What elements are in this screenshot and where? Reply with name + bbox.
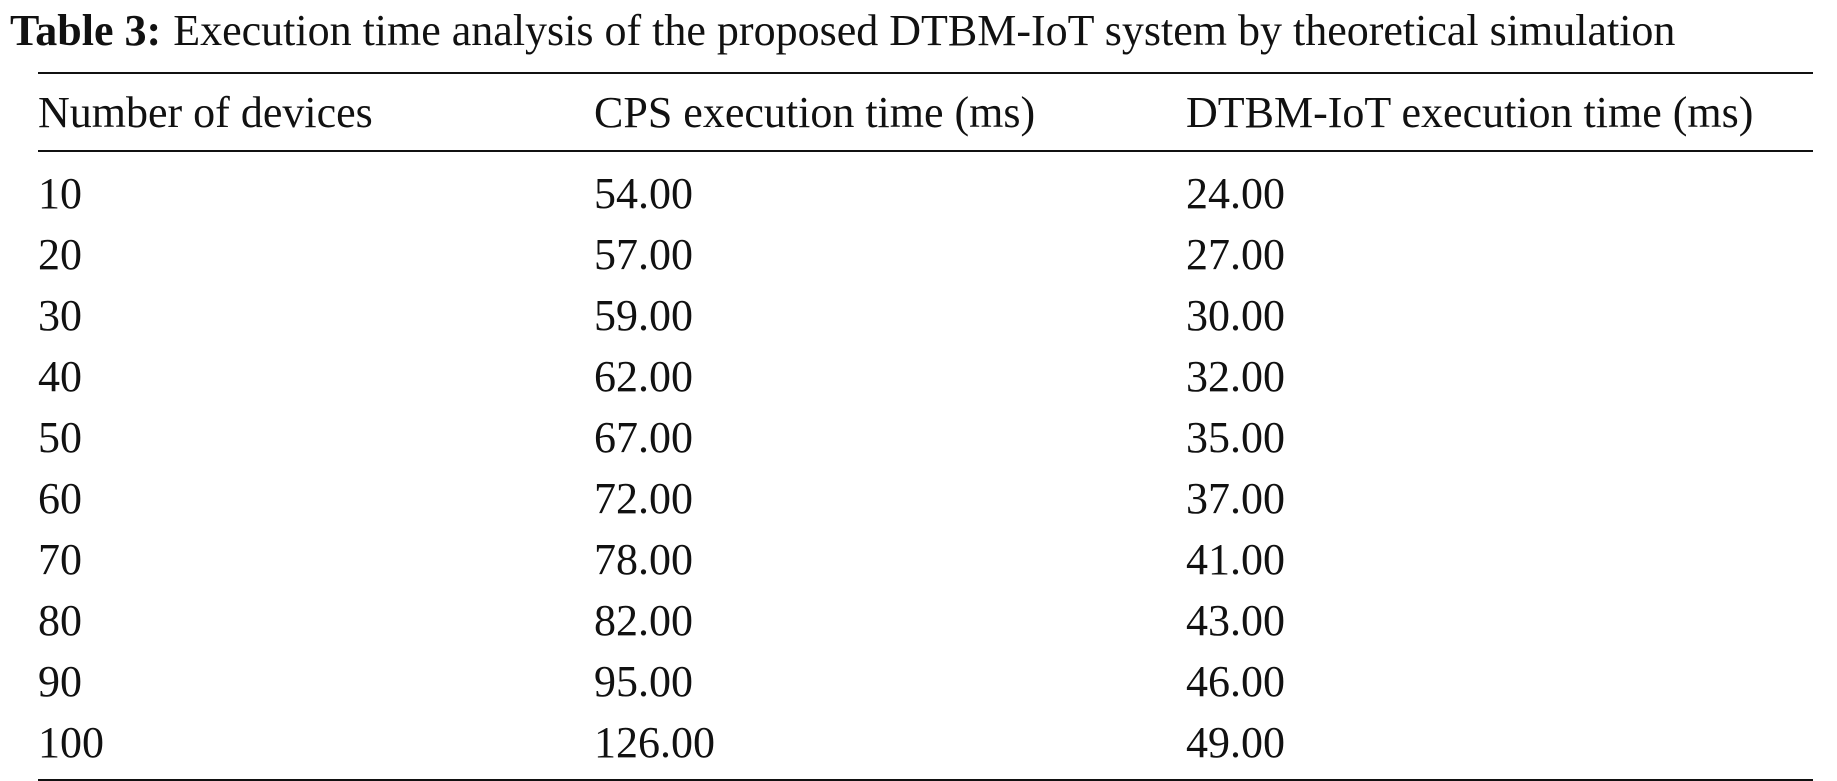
cell-devices: 40: [38, 352, 82, 401]
cell-dtbm-time: 49.00: [1186, 718, 1285, 767]
cell-cps-time: 67.00: [594, 413, 693, 462]
cell-devices: 50: [38, 413, 82, 462]
cell-dtbm-time: 35.00: [1186, 413, 1285, 462]
table-row: 80 82.00 43.00: [38, 590, 1813, 651]
cell-devices: 30: [38, 291, 82, 340]
table-row: 100 126.00 49.00: [38, 712, 1813, 780]
cell-cps-time: 95.00: [594, 657, 693, 706]
table-row: 90 95.00 46.00: [38, 651, 1813, 712]
cell-dtbm-time: 41.00: [1186, 535, 1285, 584]
cell-devices: 80: [38, 596, 82, 645]
cell-devices: 60: [38, 474, 82, 523]
cell-cps-time: 78.00: [594, 535, 693, 584]
caption-label: Table 3:: [10, 6, 162, 55]
cell-cps-time: 62.00: [594, 352, 693, 401]
table-row: 40 62.00 32.00: [38, 346, 1813, 407]
table-body: 10 54.00 24.00 20 57.00 27.00 30 59.00 3…: [38, 151, 1813, 780]
cell-devices: 90: [38, 657, 82, 706]
cell-dtbm-time: 24.00: [1186, 168, 1285, 218]
header-cell-dtbm: DTBM-IoT execution time (ms): [1186, 87, 1754, 137]
table-header: Number of devices CPS execution time (ms…: [38, 73, 1813, 151]
table-row: 20 57.00 27.00: [38, 224, 1813, 285]
cell-dtbm-time: 32.00: [1186, 352, 1285, 401]
table-row: 70 78.00 41.00: [38, 529, 1813, 590]
cell-dtbm-time: 43.00: [1186, 596, 1285, 645]
header-cell-devices: Number of devices: [38, 87, 373, 137]
cell-cps-time: 126.00: [594, 718, 715, 767]
cell-dtbm-time: 30.00: [1186, 291, 1285, 340]
cell-dtbm-time: 27.00: [1186, 230, 1285, 279]
table-caption: Table 3: Execution time analysis of the p…: [10, 4, 1830, 58]
cell-dtbm-time: 46.00: [1186, 657, 1285, 706]
cell-devices: 100: [38, 718, 104, 767]
table-container: Number of devices CPS execution time (ms…: [38, 72, 1813, 781]
header-cell-cps: CPS execution time (ms): [594, 87, 1036, 137]
cell-devices: 70: [38, 535, 82, 584]
table-row: 10 54.00 24.00: [38, 151, 1813, 224]
cell-dtbm-time: 37.00: [1186, 474, 1285, 523]
cell-cps-time: 82.00: [594, 596, 693, 645]
cell-cps-time: 54.00: [594, 168, 693, 218]
header-row: Number of devices CPS execution time (ms…: [38, 73, 1813, 151]
table-row: 50 67.00 35.00: [38, 407, 1813, 468]
cell-devices: 10: [38, 168, 82, 218]
cell-cps-time: 57.00: [594, 230, 693, 279]
table-row: 60 72.00 37.00: [38, 468, 1813, 529]
cell-cps-time: 72.00: [594, 474, 693, 523]
cell-cps-time: 59.00: [594, 291, 693, 340]
execution-time-table: Number of devices CPS execution time (ms…: [38, 72, 1813, 781]
caption-text: Execution time analysis of the proposed …: [173, 6, 1676, 55]
cell-devices: 20: [38, 230, 82, 279]
table-row: 30 59.00 30.00: [38, 285, 1813, 346]
